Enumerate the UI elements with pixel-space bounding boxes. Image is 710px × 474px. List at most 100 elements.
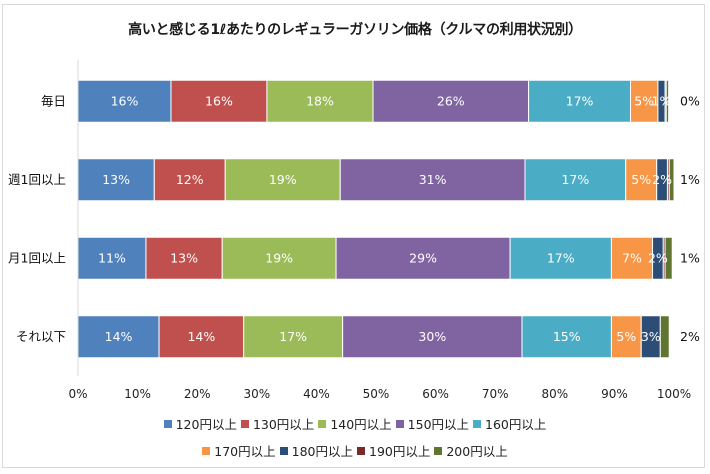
bar-segment	[625, 158, 658, 202]
x-tick-label: 10%	[124, 387, 151, 401]
labels-layer: 16% 16% 18% 26% 17% 5%1% 0%13% 12% 19% 31% 17% 5% 2%…	[98, 93, 700, 344]
bar-segment	[521, 315, 612, 359]
legend-swatch	[473, 420, 482, 428]
bar-segment	[77, 158, 155, 202]
x-tick-label: 30%	[243, 387, 270, 401]
bars-layer	[77, 79, 675, 359]
data-label: 3%	[641, 329, 661, 344]
bar-segment	[339, 158, 526, 202]
bar-segment	[509, 236, 612, 280]
legend-swatch	[163, 420, 172, 428]
data-label: 16%	[205, 93, 233, 108]
bar-segment	[372, 79, 530, 123]
x-tick-label: 20%	[184, 387, 211, 401]
bar-segment	[524, 158, 627, 202]
legend-label: 180円以上	[291, 444, 353, 459]
data-label: 19%	[265, 250, 293, 265]
bar-segment	[659, 315, 670, 359]
bar-segment	[77, 79, 172, 123]
data-label: 0%	[680, 93, 700, 108]
legend-swatch	[279, 447, 288, 455]
data-label: 14%	[187, 329, 215, 344]
legend-label: 130円以上	[252, 417, 315, 432]
bar-segment	[224, 158, 341, 202]
bar-segment	[77, 236, 147, 280]
data-label: 26%	[437, 93, 465, 108]
data-label: 13%	[102, 172, 130, 187]
category-label: 月1回以上	[8, 250, 66, 265]
bar-segment	[77, 315, 160, 359]
legend-item: 190円以上	[357, 441, 430, 460]
x-tick-label: 90%	[601, 387, 628, 401]
data-label: 12%	[176, 172, 204, 187]
data-label: 1%	[680, 250, 700, 265]
bar-segment	[335, 236, 511, 280]
bar-segment	[664, 236, 673, 280]
data-label: 13%	[170, 250, 198, 265]
bar-segment	[221, 236, 337, 280]
data-label: 2%	[648, 250, 668, 265]
x-tick-labels: 0% 10% 20% 30% 40% 50% 60% 70% 80% 90% 100%	[68, 387, 691, 401]
data-label: 29%	[409, 250, 437, 265]
legend-swatch	[357, 447, 365, 455]
legend-label: 150円以上	[407, 417, 470, 432]
legend-label: 170円以上	[214, 444, 276, 459]
x-tick-label: 50%	[363, 387, 390, 401]
data-label: 7%	[622, 250, 642, 265]
bar-segment	[158, 315, 245, 359]
x-tick-label: 60%	[422, 387, 449, 401]
data-label: 17%	[561, 172, 589, 187]
legend-swatch	[395, 420, 404, 428]
legend-label: 160円以上	[485, 417, 547, 432]
data-label: 17%	[279, 329, 307, 344]
legend-row-2: 170円以上 180円以上 190円以上 200円以上	[0, 441, 710, 460]
bar-segment	[629, 79, 659, 123]
data-label: 19%	[269, 172, 297, 187]
bar-segment	[342, 315, 523, 359]
data-label: 5%	[616, 329, 636, 344]
category-label: それ以下	[16, 329, 66, 344]
legend-swatch	[202, 447, 211, 455]
data-label: 5%	[631, 172, 651, 187]
legend-item: 140円以上	[318, 414, 392, 433]
data-label: 2%	[652, 172, 672, 187]
legend-row-1: 120円以上 130円以上 140円以上 150円以上 160円以上	[0, 414, 710, 433]
x-tick-label: 0%	[68, 387, 87, 401]
data-label: 1%	[652, 93, 672, 108]
bar-segment	[610, 236, 654, 280]
data-label: 17%	[547, 250, 575, 265]
x-tick-label: 100%	[657, 387, 691, 401]
data-label: 11%	[98, 250, 126, 265]
data-label: 30%	[418, 329, 446, 344]
bar-segment	[243, 315, 344, 359]
legend-swatch	[434, 447, 443, 455]
data-label: 2%	[680, 329, 700, 344]
x-tick-label: 40%	[303, 387, 330, 401]
data-label: 1%	[680, 172, 700, 187]
bar-segment	[665, 79, 670, 123]
legend-label: 120円以上	[175, 417, 237, 432]
legend-swatch	[318, 420, 327, 428]
category-label: 毎日	[41, 93, 66, 108]
data-label: 15%	[553, 329, 581, 344]
legend-label: 190円以上	[369, 444, 431, 459]
legend-item: 150円以上	[395, 414, 470, 433]
chart-title: 高いと感じる1ℓあたりのレギュラーガソリン価格（クルマの利用状況別）	[128, 22, 582, 38]
bar-segment	[528, 79, 631, 123]
bar-segment	[610, 315, 642, 359]
data-label: 16%	[111, 93, 139, 108]
legend-swatch	[240, 420, 249, 428]
category-label: 週1回以上	[8, 172, 66, 187]
legend-item: 130円以上	[240, 414, 315, 433]
data-label: 17%	[566, 93, 594, 108]
legend-item: 180円以上	[279, 441, 353, 460]
legend-item: 160円以上	[473, 414, 546, 433]
x-tick-label: 80%	[541, 387, 568, 401]
data-label: 18%	[306, 93, 334, 108]
data-label: 14%	[105, 329, 133, 344]
data-label: 5%	[634, 93, 654, 108]
legend-item: 170円以上	[202, 441, 276, 460]
data-label: 31%	[419, 172, 447, 187]
